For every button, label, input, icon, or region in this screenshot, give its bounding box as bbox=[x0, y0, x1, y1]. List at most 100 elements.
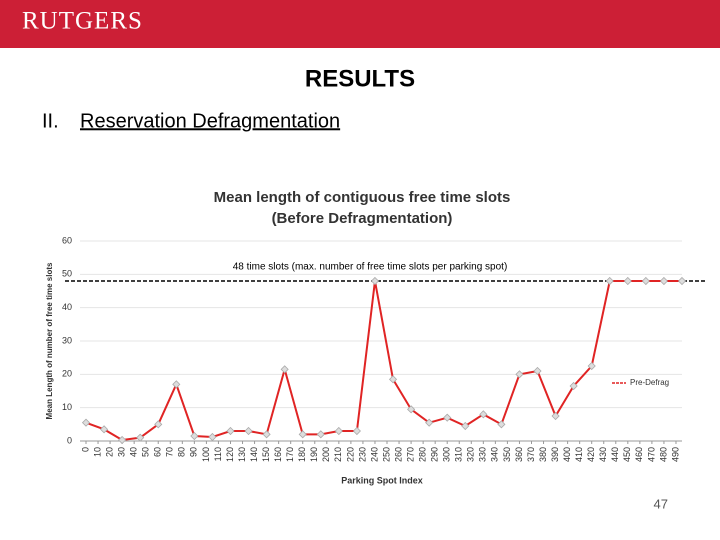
x-tick-label: 270 bbox=[405, 447, 415, 462]
x-tick-label: 330 bbox=[478, 447, 488, 462]
x-tick-label: 100 bbox=[201, 447, 211, 462]
x-tick-label: 220 bbox=[345, 447, 355, 462]
x-tick-label: 450 bbox=[622, 447, 632, 462]
data-point bbox=[118, 435, 127, 445]
data-point bbox=[172, 380, 181, 389]
data-point bbox=[641, 276, 650, 286]
data-point bbox=[407, 405, 416, 414]
x-tick-label: 30 bbox=[116, 447, 126, 457]
data-point bbox=[99, 425, 109, 434]
data-point bbox=[515, 370, 524, 379]
data-point bbox=[262, 430, 271, 439]
y-tick-label: 0 bbox=[67, 435, 72, 445]
slide-title: RESULTS bbox=[305, 65, 415, 92]
x-tick-label: 240 bbox=[369, 447, 379, 462]
x-tick-label: 490 bbox=[670, 447, 680, 462]
legend-label: Pre-Defrag bbox=[630, 378, 669, 387]
data-point bbox=[352, 426, 361, 436]
data-point bbox=[533, 366, 542, 376]
y-tick-label: 30 bbox=[62, 335, 72, 345]
y-tick-label: 60 bbox=[62, 235, 72, 245]
x-tick-label: 90 bbox=[189, 447, 199, 457]
y-tick-label: 40 bbox=[62, 302, 72, 312]
x-tick-label: 340 bbox=[490, 447, 500, 462]
chart-title: Mean length of contiguous free time slot… bbox=[214, 189, 511, 206]
y-tick-label: 10 bbox=[62, 402, 72, 412]
x-tick-label: 120 bbox=[225, 447, 235, 462]
x-tick-label: 20 bbox=[104, 447, 114, 457]
x-tick-label: 260 bbox=[393, 447, 403, 462]
x-tick-label: 410 bbox=[574, 447, 584, 462]
x-tick-label: 440 bbox=[610, 447, 620, 462]
data-point bbox=[605, 276, 614, 286]
x-tick-label: 0 bbox=[80, 447, 90, 452]
data-point bbox=[316, 430, 325, 439]
x-tick-label: 430 bbox=[598, 447, 608, 462]
x-axis-label: Parking Spot Index bbox=[341, 475, 423, 485]
data-point bbox=[226, 426, 235, 436]
x-tick-label: 210 bbox=[333, 447, 343, 462]
x-tick-label: 230 bbox=[357, 447, 367, 462]
x-tick-label: 400 bbox=[562, 447, 572, 462]
logo: RUTGERS bbox=[22, 8, 143, 35]
data-point bbox=[298, 430, 307, 439]
data-point bbox=[587, 361, 596, 371]
data-point bbox=[425, 418, 434, 427]
data-point bbox=[370, 276, 380, 286]
x-tick-label: 160 bbox=[273, 447, 283, 462]
x-tick-label: 480 bbox=[658, 447, 668, 462]
series-line bbox=[85, 280, 682, 442]
y-tick-label: 20 bbox=[62, 369, 72, 379]
x-tick-label: 420 bbox=[586, 447, 596, 462]
data-point bbox=[208, 432, 217, 442]
data-point bbox=[443, 413, 452, 422]
y-tick-label: 50 bbox=[62, 269, 72, 279]
x-tick-label: 50 bbox=[141, 447, 151, 457]
section-title: Reservation Defragmentation bbox=[80, 110, 340, 132]
x-tick-label: 60 bbox=[153, 447, 163, 457]
x-tick-label: 300 bbox=[442, 447, 452, 462]
section-number: II. bbox=[42, 110, 59, 132]
chart-title: (Before Defragmentation) bbox=[272, 210, 453, 227]
data-point bbox=[623, 276, 632, 286]
data-point bbox=[497, 420, 506, 429]
data-point bbox=[280, 365, 289, 374]
x-tick-label: 140 bbox=[249, 447, 259, 462]
x-tick-label: 250 bbox=[381, 447, 391, 462]
x-tick-label: 10 bbox=[92, 447, 102, 457]
data-point bbox=[244, 426, 253, 436]
annotation: 48 time slots (max. number of free time … bbox=[233, 262, 508, 273]
x-tick-label: 170 bbox=[285, 447, 295, 462]
x-tick-label: 130 bbox=[237, 447, 247, 462]
x-tick-label: 360 bbox=[514, 447, 524, 462]
x-tick-label: 390 bbox=[550, 447, 560, 462]
x-tick-label: 460 bbox=[634, 447, 644, 462]
x-tick-label: 370 bbox=[526, 447, 536, 462]
x-tick-label: 310 bbox=[454, 447, 464, 462]
x-tick-label: 380 bbox=[538, 447, 548, 462]
x-tick-label: 180 bbox=[297, 447, 307, 462]
data-point bbox=[190, 431, 199, 441]
data-point bbox=[461, 421, 470, 431]
x-tick-label: 350 bbox=[502, 447, 512, 462]
y-axis-label: Mean Length of number of free time slots bbox=[45, 262, 54, 419]
data-point bbox=[81, 418, 91, 427]
data-point bbox=[388, 375, 398, 384]
data-point bbox=[659, 276, 669, 286]
x-tick-label: 110 bbox=[213, 447, 223, 461]
x-tick-label: 470 bbox=[646, 447, 656, 462]
data-point bbox=[136, 433, 145, 442]
x-tick-label: 40 bbox=[129, 447, 139, 457]
x-tick-label: 280 bbox=[418, 447, 428, 462]
x-tick-label: 320 bbox=[466, 447, 476, 462]
data-point bbox=[479, 410, 488, 419]
data-point bbox=[551, 411, 560, 421]
x-tick-label: 150 bbox=[261, 447, 271, 462]
data-point bbox=[334, 426, 343, 436]
data-point bbox=[677, 276, 687, 286]
x-tick-label: 290 bbox=[430, 447, 440, 462]
data-point bbox=[569, 381, 578, 391]
data-point bbox=[154, 420, 163, 429]
x-tick-label: 200 bbox=[321, 447, 331, 462]
